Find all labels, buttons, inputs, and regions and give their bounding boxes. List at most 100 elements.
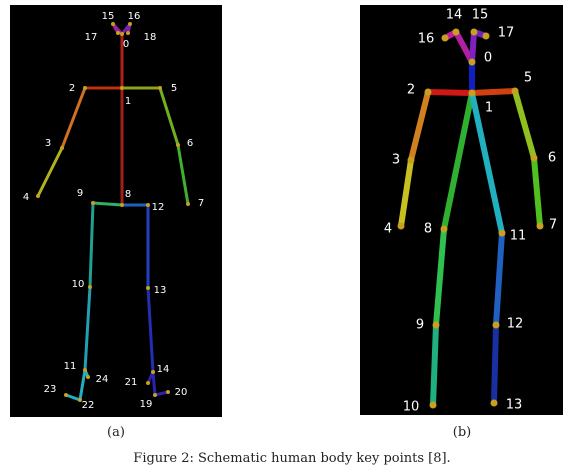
keypoint-label: 22 bbox=[82, 400, 95, 411]
limb bbox=[469, 88, 518, 96]
keypoint-label: 0 bbox=[484, 51, 492, 66]
joint bbox=[64, 393, 68, 397]
joint bbox=[151, 370, 155, 374]
keypoint-label: 14 bbox=[157, 364, 170, 375]
joint bbox=[91, 201, 95, 205]
joint bbox=[441, 34, 449, 42]
limb bbox=[151, 370, 157, 397]
joint bbox=[511, 87, 519, 95]
keypoint-label: 18 bbox=[144, 32, 157, 43]
limb bbox=[91, 201, 124, 207]
keypoint-label: 11 bbox=[510, 229, 527, 244]
limb bbox=[153, 390, 170, 397]
joint bbox=[407, 156, 415, 164]
joint bbox=[120, 32, 124, 36]
joint bbox=[153, 393, 157, 397]
keypoint-label: 2 bbox=[69, 83, 75, 94]
keypoint-label: 13 bbox=[154, 285, 167, 296]
joint bbox=[83, 368, 87, 372]
joint bbox=[126, 31, 130, 35]
keypoint-label: 15 bbox=[102, 11, 115, 22]
joint bbox=[60, 146, 64, 150]
figure-caption: Figure 2: Schematic human body key point… bbox=[133, 451, 450, 466]
limb bbox=[158, 86, 180, 147]
keypoint-label: 12 bbox=[152, 202, 165, 213]
keypoint-label: 3 bbox=[392, 153, 400, 168]
keypoint-label: 7 bbox=[549, 218, 557, 233]
joint bbox=[429, 401, 437, 409]
joint bbox=[452, 28, 460, 36]
keypoint-label: 8 bbox=[424, 222, 432, 237]
joint bbox=[468, 58, 476, 66]
panel-a-background bbox=[10, 5, 222, 417]
joint bbox=[120, 86, 124, 90]
joint bbox=[120, 203, 124, 207]
keypoint-label: 3 bbox=[45, 138, 51, 149]
joint bbox=[530, 154, 538, 162]
joint bbox=[116, 31, 120, 35]
limb bbox=[433, 226, 447, 328]
keypoint-label: 1 bbox=[125, 96, 131, 107]
keypoint-label: 13 bbox=[506, 398, 523, 413]
limb bbox=[425, 89, 475, 96]
joint bbox=[482, 32, 490, 40]
keypoint-label: 5 bbox=[171, 83, 177, 94]
joint bbox=[186, 202, 190, 206]
keypoint-label: 16 bbox=[128, 11, 141, 22]
keypoint-label: 20 bbox=[175, 387, 188, 398]
joint bbox=[86, 375, 90, 379]
keypoint-label: 14 bbox=[446, 8, 463, 23]
joint bbox=[36, 194, 40, 198]
joint bbox=[397, 222, 405, 230]
joint bbox=[146, 381, 150, 385]
joint bbox=[424, 88, 432, 96]
keypoint-label: 24 bbox=[96, 374, 109, 385]
joint bbox=[432, 321, 440, 329]
keypoint-label: 16 bbox=[418, 32, 435, 47]
limb bbox=[64, 393, 82, 402]
keypoint-label: 23 bbox=[44, 384, 57, 395]
joint bbox=[78, 398, 82, 402]
limb bbox=[512, 88, 537, 161]
keypoint-label: 4 bbox=[384, 222, 392, 237]
joint bbox=[111, 22, 115, 26]
panel-a-caption: (a) bbox=[107, 425, 125, 440]
keypoint-label: 17 bbox=[498, 26, 515, 41]
keypoint-label: 2 bbox=[407, 83, 415, 98]
keypoint-label: 9 bbox=[77, 188, 83, 199]
keypoint-label: 12 bbox=[507, 317, 524, 332]
limb bbox=[469, 90, 505, 236]
limb bbox=[493, 230, 505, 328]
limb bbox=[146, 286, 155, 374]
limb bbox=[78, 368, 87, 402]
keypoint-label: 10 bbox=[72, 279, 85, 290]
limb bbox=[469, 29, 477, 65]
keypoint-label: 6 bbox=[187, 138, 193, 149]
keypoint-label: 19 bbox=[140, 399, 153, 410]
limb bbox=[36, 146, 64, 198]
joint bbox=[88, 285, 92, 289]
joint bbox=[492, 321, 500, 329]
joint bbox=[146, 203, 150, 207]
joint bbox=[498, 229, 506, 237]
joint bbox=[83, 86, 87, 90]
joint bbox=[440, 225, 448, 233]
keypoint-label: 4 bbox=[23, 192, 29, 203]
limb bbox=[491, 322, 499, 406]
limb bbox=[176, 143, 190, 206]
limb bbox=[531, 155, 543, 229]
panel-b-caption: (b) bbox=[453, 425, 471, 440]
limb bbox=[60, 86, 87, 150]
joint bbox=[166, 390, 170, 394]
keypoint-label: 15 bbox=[472, 8, 489, 23]
limb bbox=[88, 201, 95, 289]
joint bbox=[146, 286, 150, 290]
keypoint-label: 6 bbox=[548, 151, 556, 166]
keypoint-label: 8 bbox=[125, 189, 131, 200]
keypoint-label: 11 bbox=[64, 361, 77, 372]
limb bbox=[398, 157, 414, 229]
joint bbox=[536, 222, 544, 230]
